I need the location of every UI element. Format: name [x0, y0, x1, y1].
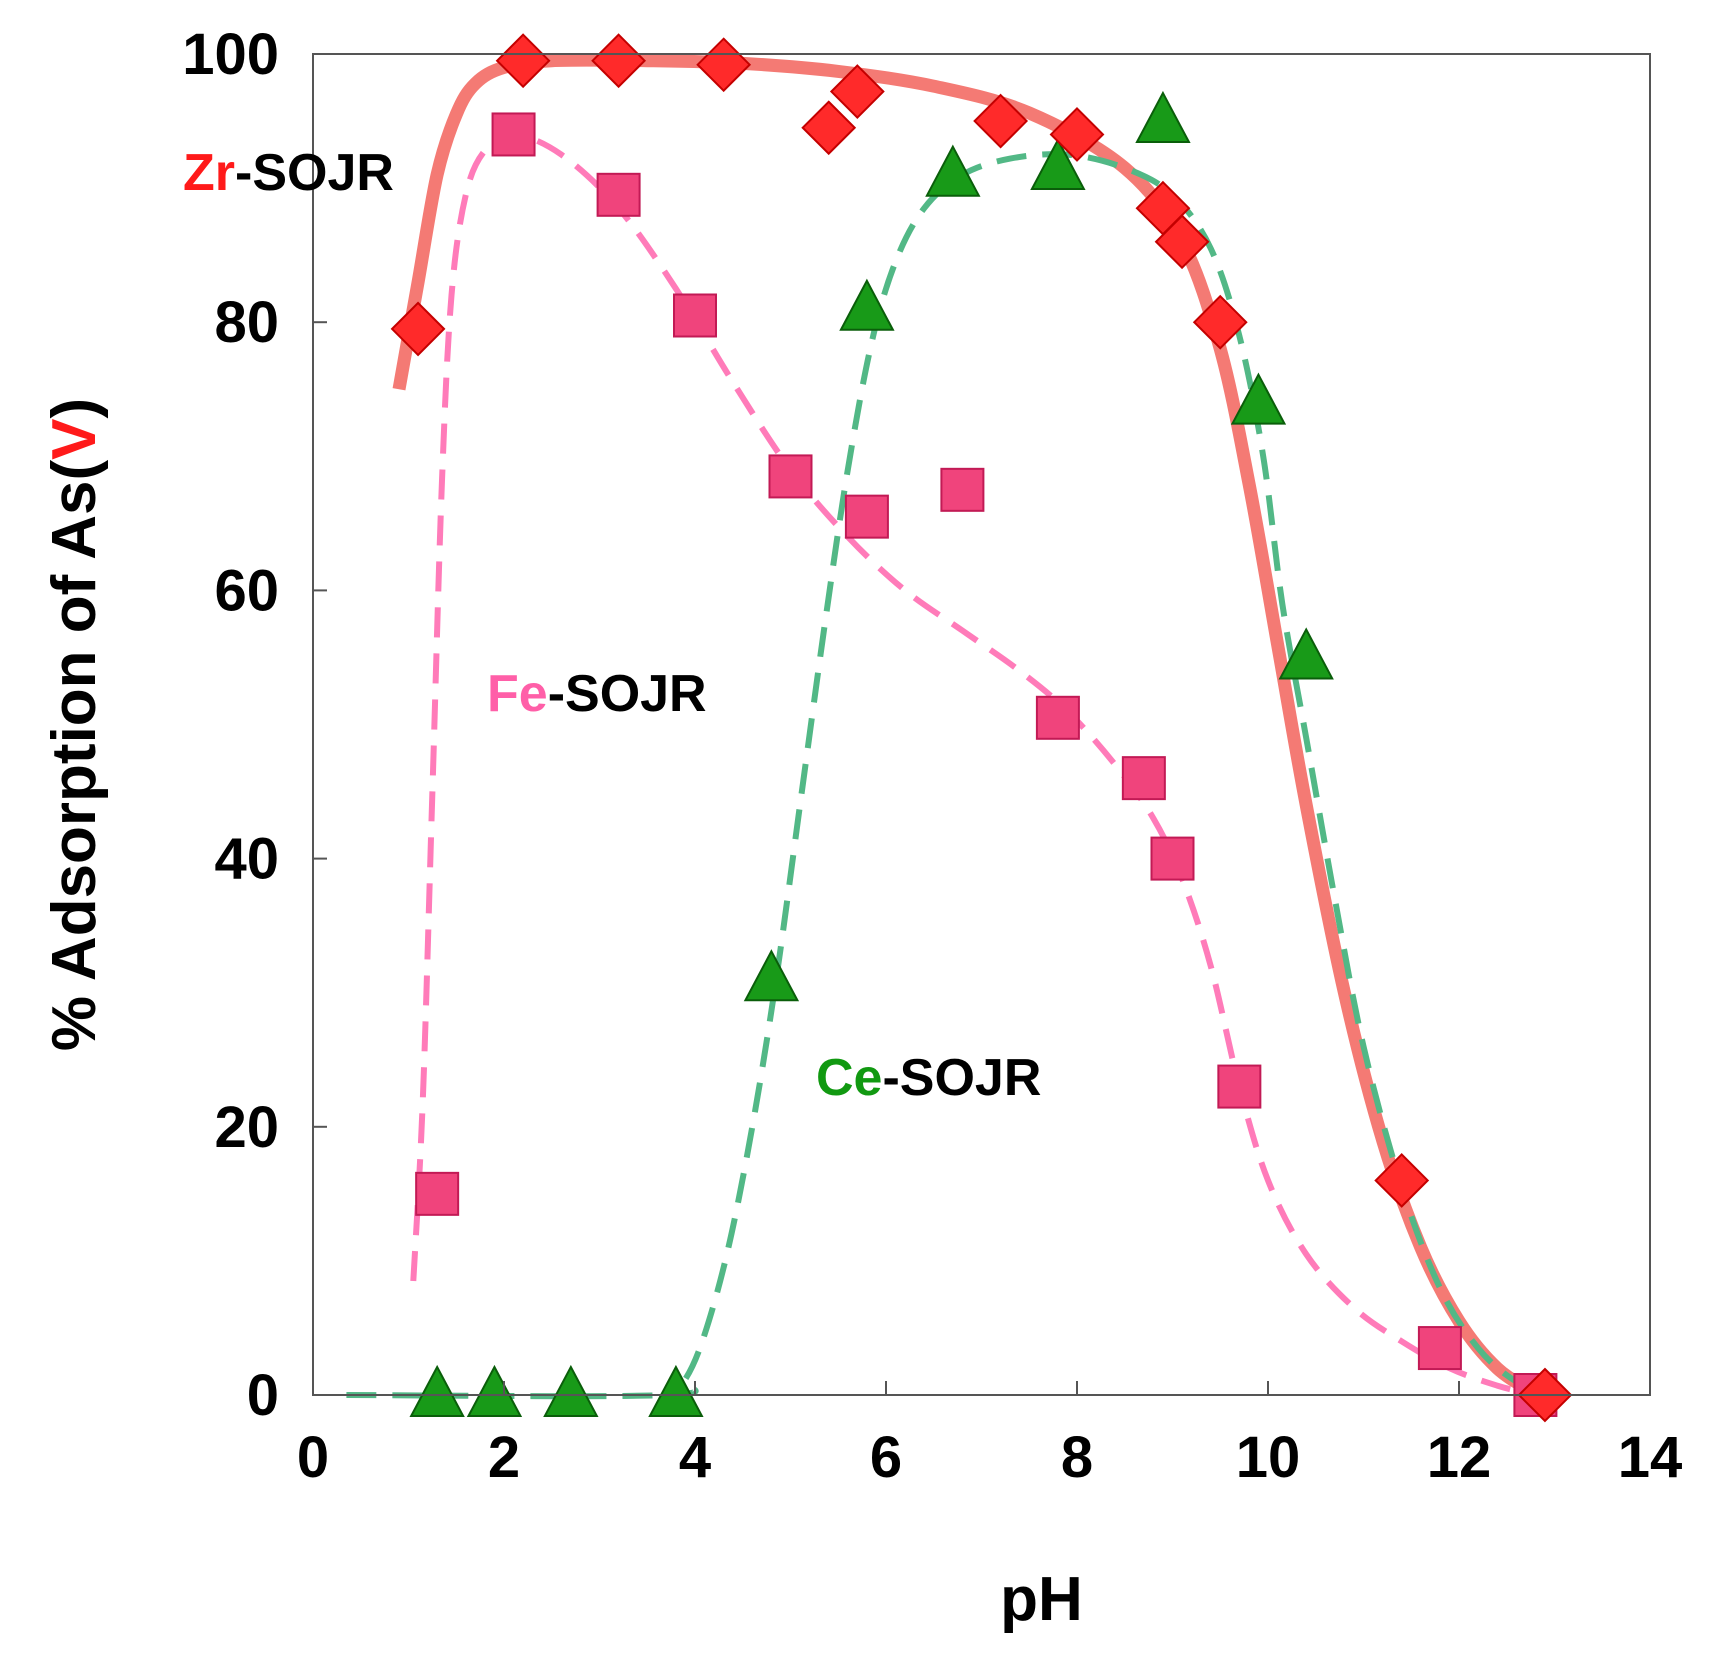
data-point-zr-6	[973, 93, 1029, 149]
data-point-zr-10	[1192, 294, 1248, 350]
tick-labels: 0 2 4 6 8 10 12 14 0 20 40 60 80 100	[182, 22, 1682, 1490]
data-point-ce-0	[409, 1364, 465, 1417]
fit-line-ce	[346, 151, 1556, 1400]
data-point-zr-4	[801, 100, 857, 156]
data-point-fe-8	[1121, 756, 1166, 801]
data-point-ce-2	[543, 1364, 599, 1417]
data-point-ce-6	[925, 144, 981, 197]
y-tick-label: 20	[214, 1095, 279, 1160]
data-point-zr-5	[829, 64, 885, 119]
y-axis-title-suffix: )	[40, 398, 109, 419]
series-label-zr-suffix: -SOJR	[235, 144, 394, 202]
series-label-zr-prefix: Zr	[183, 144, 235, 202]
data-point-zr-9	[1154, 214, 1210, 270]
data-point-fe-10	[1217, 1064, 1262, 1109]
series-label-zr: Zr-SOJR	[183, 144, 394, 202]
data-point-zr-1	[495, 33, 551, 89]
data-point-zr-11	[1374, 1153, 1430, 1208]
data-point-ce-3	[648, 1364, 704, 1417]
y-tick-label: 60	[214, 558, 279, 623]
data-point-zr-3	[696, 37, 752, 93]
data-point-zr-0	[390, 301, 446, 357]
data-point-zr-7	[1049, 107, 1105, 162]
series-label-fe: Fe-SOJR	[487, 665, 707, 723]
series-label-ce-prefix: Ce	[816, 1049, 882, 1107]
fit-line-fe	[410, 131, 1537, 1398]
fit-line-zr	[392, 53, 1556, 1402]
x-tick-label: 0	[297, 1425, 329, 1490]
y-axis-title-prefix: % Adsorption of As(	[40, 460, 109, 1052]
data-point-fe-11	[1417, 1326, 1462, 1371]
series-label-fe-suffix: -SOJR	[548, 665, 707, 723]
data-point-fe-3	[673, 293, 717, 338]
x-tick-label: 8	[1061, 1425, 1093, 1490]
data-point-fe-4	[768, 454, 813, 499]
data-point-fe-0	[415, 1171, 460, 1216]
data-point-ce-9	[1230, 372, 1287, 425]
data-point-ce-7	[1030, 137, 1086, 190]
x-tick-label: 10	[1236, 1425, 1301, 1490]
y-axis-title: % Adsorption of As(V)	[40, 398, 109, 1051]
y-tick-label: 80	[214, 290, 279, 355]
y-tick-label: 100	[182, 22, 279, 87]
x-tick-label: 2	[488, 1425, 520, 1490]
data-point-ce-10	[1278, 627, 1334, 680]
data-point-fe-6	[940, 467, 985, 512]
x-tick-label: 14	[1618, 1425, 1683, 1490]
x-tick-label: 4	[679, 1425, 711, 1490]
axis-ticks	[312, 53, 1651, 1396]
x-tick-label: 6	[870, 1425, 902, 1490]
data-point-ce-5	[839, 278, 895, 331]
y-tick-label: 0	[247, 1363, 279, 1428]
y-axis-title-highlight: V	[40, 419, 109, 460]
series-label-fe-prefix: Fe	[487, 665, 548, 723]
fit-lines	[346, 53, 1556, 1402]
series-label-ce-suffix: -SOJR	[882, 1049, 1041, 1107]
data-point-fe-5	[844, 494, 889, 539]
data-point-ce-4	[743, 949, 800, 1002]
x-axis-title: pH	[1000, 1565, 1083, 1634]
data-point-ce-8	[1135, 90, 1191, 144]
data-point-ce-1	[466, 1364, 523, 1417]
data-markers	[390, 33, 1573, 1423]
data-point-zr-2	[591, 33, 647, 89]
data-point-fe-7	[1035, 695, 1080, 740]
data-point-fe-1	[491, 112, 536, 157]
data-point-fe-2	[596, 172, 641, 217]
y-tick-label: 40	[214, 827, 279, 892]
series-label-ce: Ce-SOJR	[816, 1049, 1041, 1107]
data-point-fe-9	[1150, 836, 1195, 881]
x-tick-label: 12	[1427, 1425, 1492, 1490]
plot-frame	[312, 53, 1651, 1396]
